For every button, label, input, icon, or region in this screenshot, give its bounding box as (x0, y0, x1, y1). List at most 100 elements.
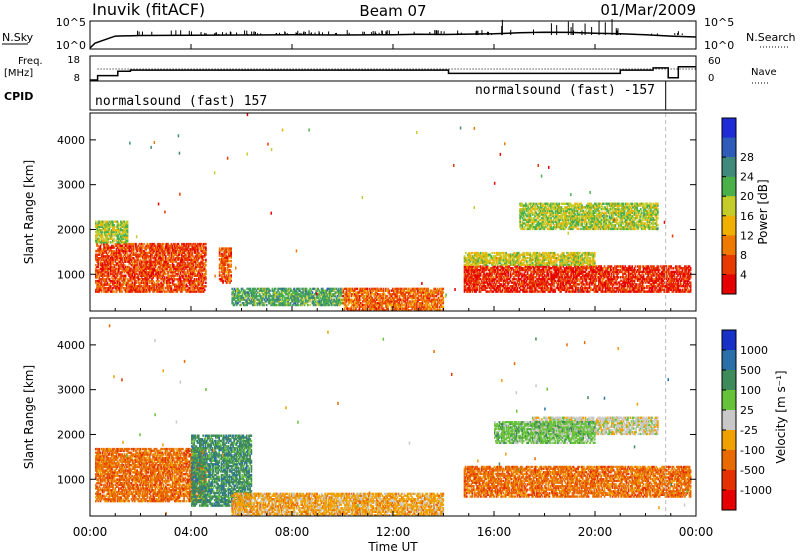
data-cell (287, 303, 290, 307)
cpid-frame (89, 80, 697, 111)
data-cell (328, 291, 331, 294)
data-cell (124, 274, 127, 277)
data-cell (159, 265, 161, 269)
data-cell (328, 296, 331, 300)
data-cell (438, 300, 441, 303)
data-cell (363, 303, 365, 307)
data-cell (260, 302, 262, 305)
data-cell (185, 257, 188, 260)
data-cell (140, 276, 143, 279)
data-cell (162, 283, 165, 286)
data-cell (98, 288, 101, 292)
data-cell (99, 281, 102, 284)
data-cell (552, 277, 554, 281)
data-cell (170, 288, 173, 292)
data-cell (186, 288, 189, 292)
data-cell (136, 272, 138, 276)
data-cell (148, 274, 151, 277)
data-cell (106, 281, 109, 284)
data-cell (192, 285, 195, 288)
data-cell (378, 300, 380, 303)
data-cell (519, 268, 522, 272)
data-cell (236, 302, 238, 305)
data-cell (143, 272, 145, 276)
data-cell (264, 293, 267, 296)
data-cell (132, 269, 135, 272)
data-cell (390, 309, 393, 311)
data-cell (518, 272, 521, 275)
data-cell (534, 267, 537, 270)
data-cell (480, 286, 483, 290)
data-cell (190, 253, 192, 256)
data-cell (154, 265, 157, 269)
data-cell (101, 262, 104, 265)
data-cell (154, 244, 157, 248)
data-cell (356, 293, 358, 296)
data-cell (265, 289, 268, 292)
data-cell (143, 255, 145, 258)
data-cell (526, 270, 529, 274)
data-cell (466, 268, 468, 272)
data-cell (279, 287, 282, 291)
data-cell (355, 303, 357, 307)
data-cell (354, 303, 356, 307)
data-cell (533, 272, 536, 275)
data-cell (434, 309, 436, 311)
data-cell (517, 290, 520, 293)
data-cell (318, 294, 321, 298)
data-cell (244, 303, 246, 307)
data-cell (256, 298, 259, 301)
data-cell (371, 296, 373, 300)
data-cell (163, 279, 166, 283)
data-cell (199, 242, 201, 246)
data-cell (336, 303, 339, 307)
data-cell (388, 291, 391, 294)
data-cell (272, 300, 275, 303)
data-cell (344, 291, 347, 294)
data-cell (166, 248, 168, 251)
data-cell (534, 290, 537, 293)
data-cell (466, 279, 468, 282)
data-cell (374, 287, 377, 291)
data-cell (103, 279, 105, 283)
data-cell (494, 270, 497, 274)
data-cell (112, 239, 114, 242)
data-cell (167, 274, 169, 277)
data-cell (279, 296, 282, 300)
data-cell (185, 288, 188, 292)
data-cell (517, 274, 520, 277)
data-cell (194, 251, 197, 255)
data-cell (518, 274, 521, 277)
data-cell (156, 255, 159, 258)
data-cell (115, 290, 118, 293)
data-cell (510, 281, 513, 284)
data-cell (291, 298, 293, 301)
data-cell (108, 258, 111, 262)
data-cell (472, 272, 475, 275)
data-cell (168, 246, 171, 249)
data-cell (147, 274, 150, 277)
data-cell (168, 281, 171, 284)
data-cell (140, 279, 143, 283)
data-cell (130, 290, 133, 293)
data-cell (200, 265, 203, 269)
data-cell (246, 294, 248, 298)
data-cell (218, 249, 221, 252)
data-cell (385, 303, 387, 307)
data-cell (362, 296, 364, 300)
data-cell (142, 244, 144, 248)
data-cell (222, 281, 224, 284)
data-cell (280, 287, 283, 291)
data-cell (184, 267, 187, 270)
data-cell (255, 302, 258, 305)
data-cell (230, 276, 232, 279)
data-cell (440, 305, 442, 308)
data-cell (374, 291, 377, 294)
data-cell (143, 283, 145, 286)
data-cell (137, 278, 140, 281)
data-cell (420, 294, 423, 298)
data-cell (301, 296, 303, 300)
data-cell (97, 229, 99, 232)
data-cell (107, 227, 110, 230)
data-cell (144, 251, 146, 255)
